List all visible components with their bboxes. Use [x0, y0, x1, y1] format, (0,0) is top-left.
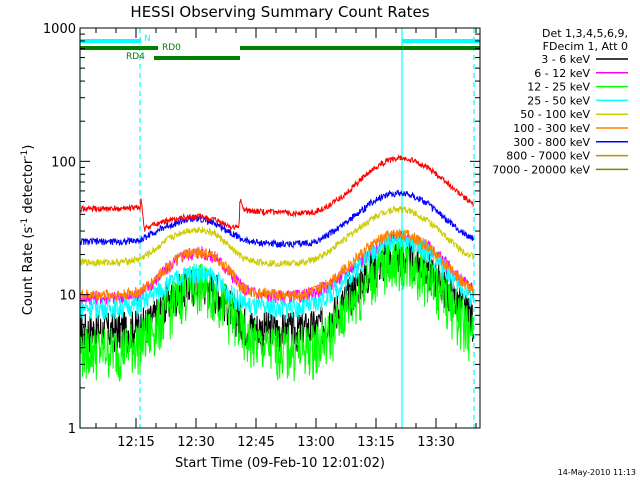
x-tick-label: 12:30: [177, 435, 214, 450]
x-tick-label: 12:15: [117, 435, 154, 450]
y-tick-label: 1000: [43, 22, 76, 37]
y-tick-label: 10: [59, 289, 76, 304]
series-line: [79, 189, 475, 249]
flag-label: N: [144, 34, 151, 44]
y-tick-label: 1: [68, 422, 76, 437]
legend-item-label: 7000 - 20000 keV: [492, 163, 590, 176]
x-axis-label: Start Time (09-Feb-10 12:01:02): [175, 456, 385, 471]
legend-item-label: 800 - 7000 keV: [506, 150, 590, 163]
legend-item-label: 3 - 6 keV: [541, 53, 590, 66]
legend-item-label: 12 - 25 keV: [527, 81, 590, 94]
series-line: [79, 228, 475, 303]
legend-header: Det 1,3,4,5,6,9,: [542, 27, 628, 40]
series-line: [79, 154, 475, 232]
plot-frame: [79, 27, 481, 429]
legend-item-label: 100 - 300 keV: [513, 122, 590, 135]
x-tick-label: 13:15: [357, 435, 394, 450]
x-tick-label: 12:45: [237, 435, 274, 450]
footer-timestamp: 14-May-2010 11:13: [558, 468, 636, 477]
legend-item-label: 300 - 800 keV: [513, 136, 590, 149]
chart-title: HESSI Observing Summary Count Rates: [130, 3, 429, 21]
flag-label: RD4: [126, 52, 145, 62]
legend-item-label: 50 - 100 keV: [520, 108, 590, 121]
legend-header: FDecim 1, Att 0: [543, 40, 628, 53]
series-line: [79, 205, 475, 268]
legend-item-label: 25 - 50 keV: [527, 94, 590, 107]
y-tick-label: 100: [51, 155, 76, 170]
x-tick-label: 13:00: [297, 435, 334, 450]
series-line: [79, 237, 475, 382]
x-tick-label: 13:30: [417, 435, 454, 450]
y-axis-label: Count Rate (s-1 detector-1): [20, 145, 36, 316]
legend-item-label: 6 - 12 keV: [534, 67, 590, 80]
flag-label: RD0: [162, 43, 181, 53]
series-line: [79, 230, 475, 321]
